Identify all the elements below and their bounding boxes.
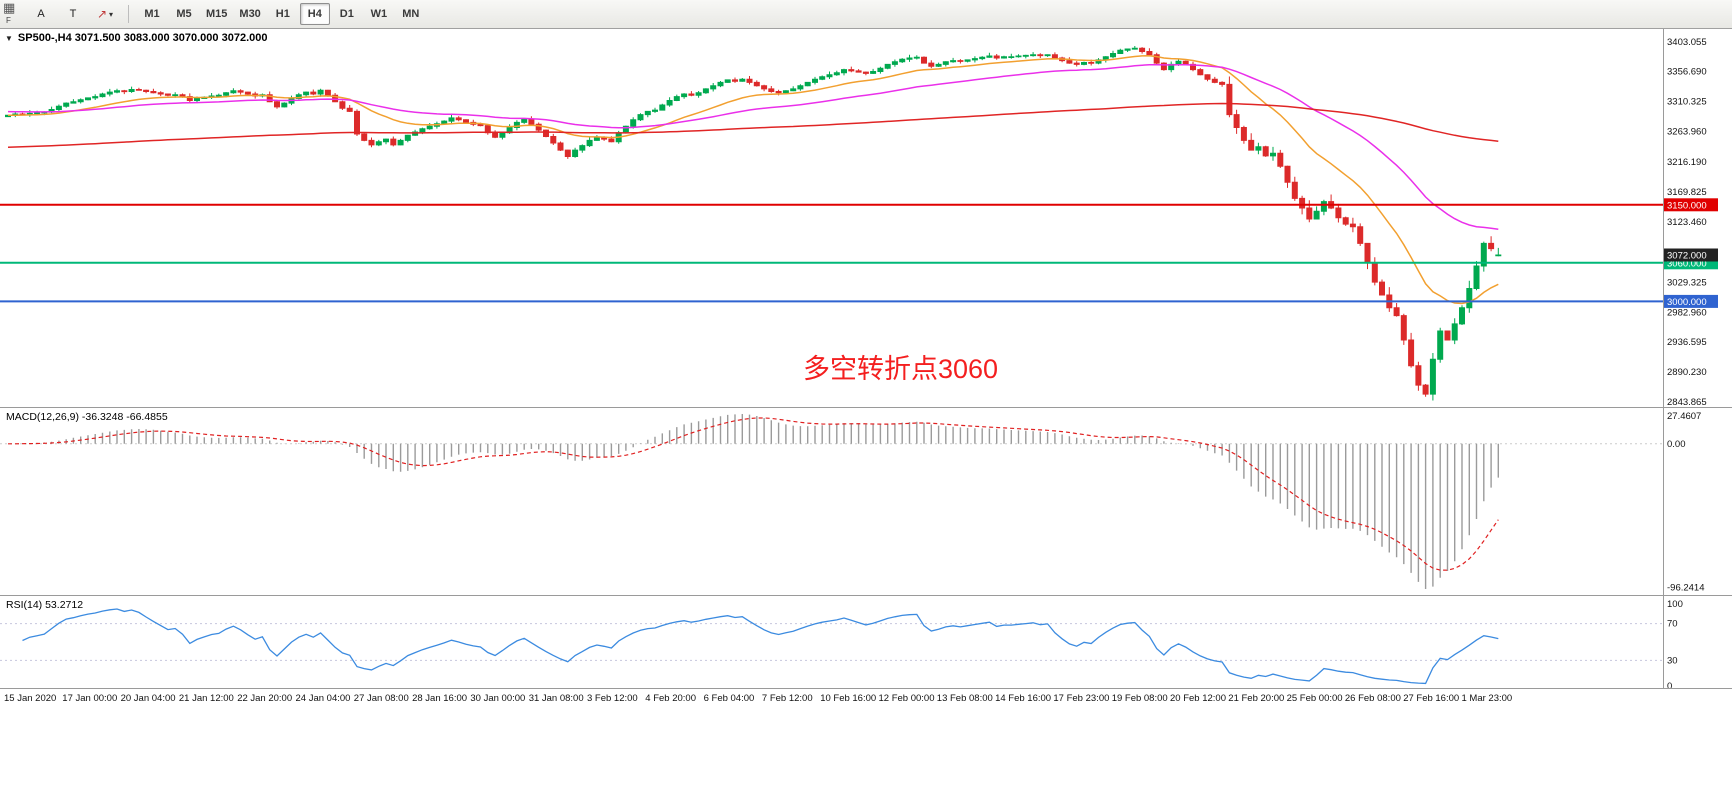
arrows-tool-button[interactable]: ↗ ▾: [90, 3, 120, 25]
time-label: 26 Feb 08:00: [1344, 693, 1401, 704]
time-label: 7 Feb 12:00: [761, 693, 813, 704]
svg-text:2982.960: 2982.960: [1667, 307, 1707, 318]
time-label: 20 Feb 12:00: [1170, 693, 1226, 704]
svg-text:2843.865: 2843.865: [1667, 397, 1707, 407]
time-label: 21 Feb 20:00: [1228, 693, 1285, 704]
price-tag: [1664, 198, 1718, 212]
time-label: 4 Feb 20:00: [645, 693, 697, 704]
rsi-axis-label: 70: [1667, 619, 1678, 630]
time-label: 30 Jan 00:00: [470, 693, 526, 704]
timeframe-toolbar: M1 M5 M15 M30 H1 H4 D1 W1 MN: [137, 3, 426, 25]
svg-text:3263.960: 3263.960: [1667, 126, 1707, 137]
time-label: 14 Feb 16:00: [995, 693, 1052, 704]
chevron-down-icon: ▾: [109, 9, 114, 19]
macd-label: MACD(12,26,9) -36.3248 -66.4855: [6, 411, 168, 423]
time-label: 15 Jan 2020: [4, 693, 57, 704]
insert-label-button[interactable]: T: [69, 8, 77, 20]
timeframe-button-d1[interactable]: D1: [339, 8, 354, 20]
time-label: 1 Mar 23:00: [1461, 693, 1513, 704]
rsi-panel: 100 70 30 0 RSI(14) 53.2712: [0, 595, 1732, 688]
macd-axis-label: -96.2414: [1667, 582, 1705, 593]
annotation-text[interactable]: 多空转折点3060: [803, 354, 999, 384]
rsi-axis-label: 100: [1667, 599, 1683, 610]
candles-group: [5, 46, 1502, 401]
time-label: 24 Jan 04:00: [295, 693, 351, 704]
time-label: 6 Feb 04:00: [703, 693, 755, 704]
svg-text:3310.325: 3310.325: [1667, 97, 1707, 108]
rsi-axis-label: 0: [1667, 681, 1672, 688]
timeframe-button-mn[interactable]: MN: [402, 8, 420, 20]
time-label: 17 Jan 00:00: [62, 693, 118, 704]
ma-medium-line[interactable]: [7, 63, 1499, 231]
time-label: 28 Jan 16:00: [412, 693, 468, 704]
timeframe-button-h1[interactable]: H1: [275, 8, 290, 20]
time-label: 21 Jan 12:00: [178, 693, 234, 704]
time-label: 27 Jan 08:00: [353, 693, 409, 704]
svg-text:3123.460: 3123.460: [1667, 217, 1707, 228]
insert-text-button[interactable]: A: [37, 8, 45, 20]
timeframe-button-m5[interactable]: M5: [176, 8, 192, 20]
svg-text:3403.055: 3403.055: [1667, 37, 1707, 48]
macd-panel: 27.4607 0.00 -96.2414 MACD(12,26,9) -36.32…: [0, 407, 1732, 595]
timeframe-button-h4[interactable]: H4: [299, 3, 330, 25]
macd-axis-label: 0.00: [1667, 439, 1686, 450]
price-tag-label: 3000.000: [1667, 297, 1707, 308]
macd-axis-label: 27.4607: [1667, 411, 1701, 422]
symbol-dropdown-icon[interactable]: ▼: [5, 33, 13, 43]
rsi-label: RSI(14) 53.2712: [6, 599, 84, 611]
svg-text:3029.325: 3029.325: [1667, 278, 1707, 289]
ma-fast-line[interactable]: [7, 55, 1499, 305]
macd-histogram: [14, 414, 1499, 589]
time-label: 13 Feb 08:00: [936, 693, 993, 704]
svg-text:3216.190: 3216.190: [1667, 157, 1707, 168]
arrow-icon: ↗: [96, 7, 108, 21]
timeframe-button-m15[interactable]: M15: [206, 8, 228, 20]
chart-title-bar: ▼ SP500-,H4 3071.500 3083.000 3070.000 3…: [5, 32, 267, 44]
time-label: 27 Feb 16:00: [1403, 693, 1460, 704]
svg-text:2890.230: 2890.230: [1667, 367, 1707, 378]
charts-grid-icon[interactable]: ▦: [3, 0, 16, 15]
macd-signal-line: [8, 417, 1499, 571]
time-label: 12 Feb 00:00: [878, 693, 935, 704]
time-label: 3 Feb 12:00: [587, 693, 638, 704]
macd-canvas[interactable]: 27.4607 0.00 -96.2414: [0, 408, 1732, 595]
price-axis-labels[interactable]: 3403.055 3356.690 3310.325 3263.960 3216.190…: [1667, 37, 1707, 407]
timeframe-button-m1[interactable]: M1: [144, 8, 160, 20]
time-label: 22 Jan 20:00: [237, 693, 293, 704]
current-price-tag: [1664, 248, 1718, 262]
ma-slow-line[interactable]: [7, 102, 1499, 148]
price-tag-label: 3150.000: [1667, 200, 1707, 211]
time-label: 25 Feb 00:00: [1286, 693, 1343, 704]
time-label: 19 Feb 08:00: [1111, 693, 1168, 704]
time-label: 31 Jan 08:00: [528, 693, 584, 704]
time-axis[interactable]: 15 Jan 2020 17 Jan 00:00 20 Jan 04:00 21 Ja…: [0, 688, 1732, 709]
timeframe-button-m30[interactable]: M30: [239, 8, 261, 20]
time-label: 10 Feb 16:00: [820, 693, 877, 704]
time-label: 17 Feb 23:00: [1053, 693, 1110, 704]
rsi-axis-label: 30: [1667, 655, 1678, 666]
svg-text:3169.825: 3169.825: [1667, 187, 1707, 198]
svg-text:3356.690: 3356.690: [1667, 67, 1707, 78]
main-chart-panel: 3403.055 3356.690 3310.325 3263.960 3216.190…: [0, 29, 1732, 407]
toolbar-separator: [128, 5, 129, 23]
main-chart-canvas[interactable]: 3403.055 3356.690 3310.325 3263.960 3216.190…: [0, 29, 1732, 407]
price-tag: [1664, 294, 1718, 308]
timeframe-button-w1[interactable]: W1: [370, 8, 388, 20]
chart-title: SP500-,H4 3071.500 3083.000 3070.000 307…: [17, 32, 268, 44]
corner-f-label: F: [6, 16, 11, 25]
rsi-canvas[interactable]: 100 70 30 0: [0, 596, 1732, 688]
svg-text:2936.595: 2936.595: [1667, 337, 1707, 348]
rsi-line: [22, 608, 1499, 685]
toolbar: ▦ F A T ↗ ▾ M1 M5 M15 M30 H1 H4 D1 W1 MN: [0, 0, 1732, 29]
current-price-label: 3072.000: [1667, 251, 1707, 262]
bottom-spacer: [0, 709, 1732, 790]
time-label: 20 Jan 04:00: [120, 693, 176, 704]
price-tag-label: 3060.000: [1667, 258, 1707, 269]
